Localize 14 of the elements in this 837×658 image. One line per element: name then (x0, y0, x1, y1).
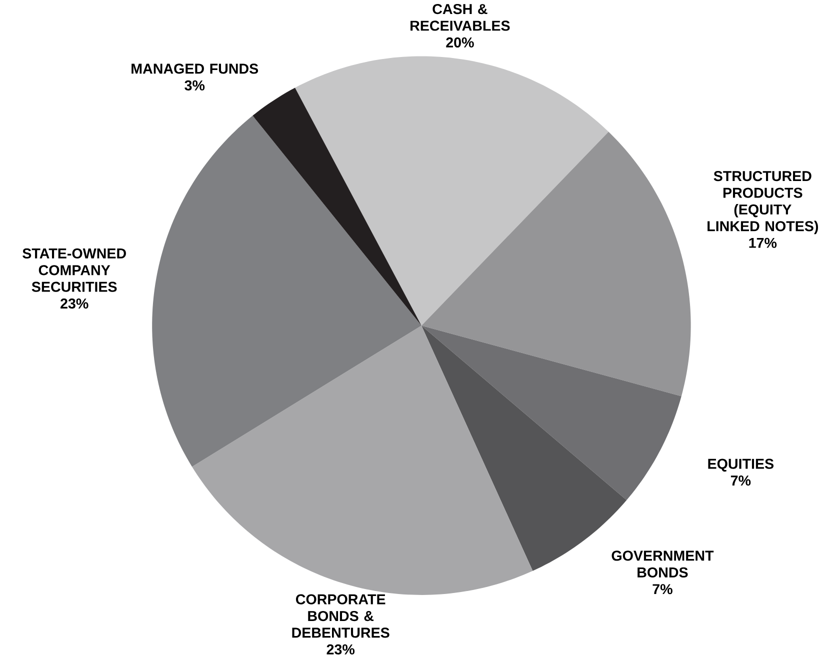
data-label: 7% (652, 584, 672, 594)
slice-label: CORPORATE BONDS & DEBENTURES (292, 594, 390, 638)
slice-label: STATE-OWNED COMPANY SECURITIES (22, 248, 126, 292)
data-label: 17% (749, 238, 777, 248)
data-label: 3% (184, 80, 205, 90)
data-label: 20% (446, 37, 474, 48)
data-label: 23% (60, 298, 88, 308)
slice-label: GOVERNMENT BONDS (612, 550, 714, 578)
slice-label: MANAGED FUNDS (132, 63, 258, 74)
data-label: 23% (326, 644, 355, 654)
slice-label: STRUCTURED PRODUCTS (EQUITY LINKED NOTES) (708, 170, 818, 234)
slice-label: CASH & RECEIVABLES (410, 4, 510, 31)
data-label: 7% (730, 475, 751, 486)
slice-label: EQUITIES (708, 458, 774, 472)
